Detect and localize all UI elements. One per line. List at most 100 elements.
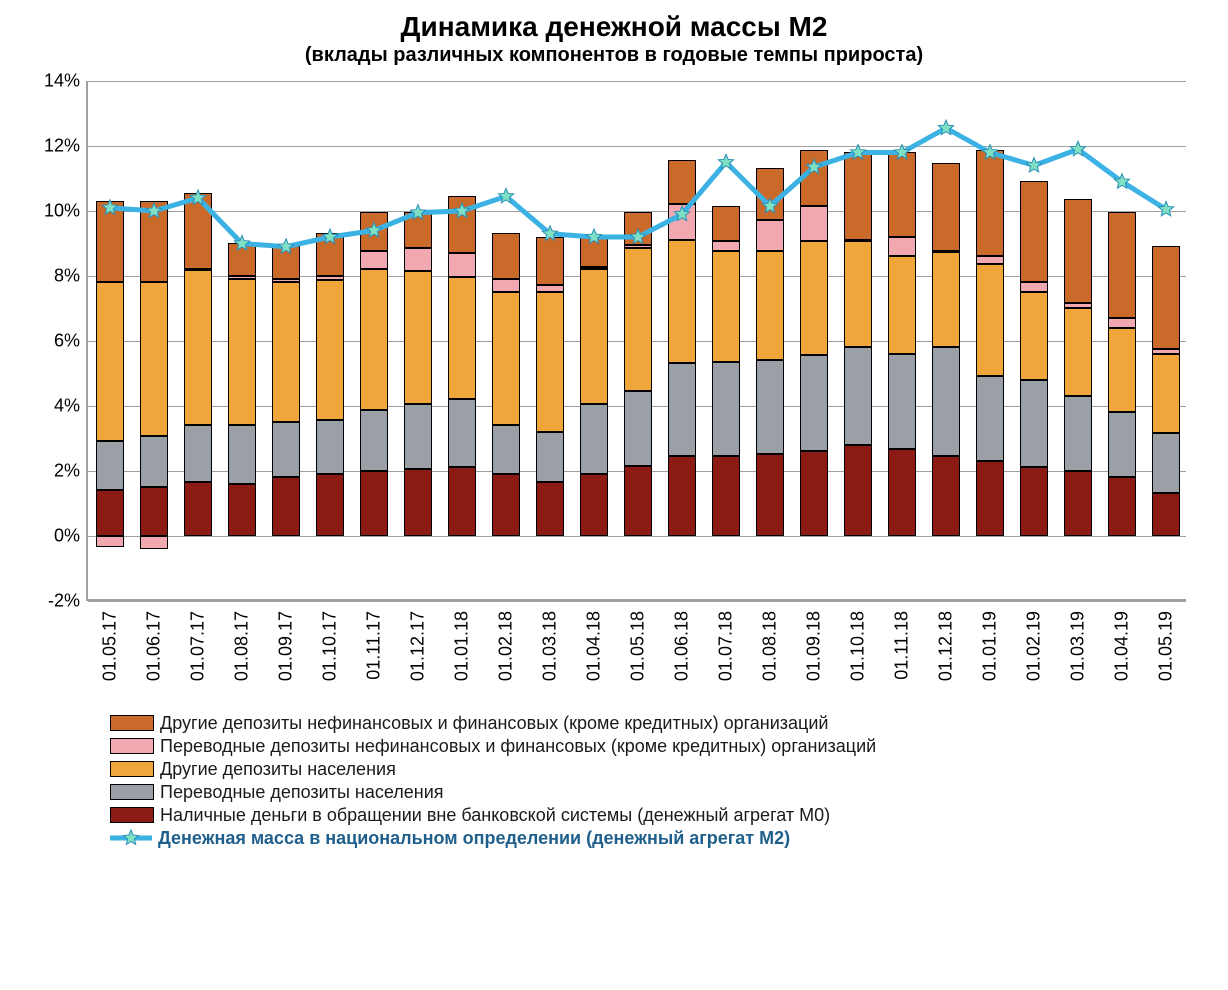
legend-label: Наличные деньги в обращении вне банковск… — [160, 805, 830, 826]
bar-segment — [800, 241, 827, 355]
x-tick-label: 01.07.18 — [716, 611, 737, 681]
bar-segment — [184, 269, 211, 271]
chart-container: Динамика денежной массы М2 (вклады разли… — [0, 0, 1228, 990]
line-marker — [1114, 173, 1129, 187]
x-tick-label: 01.11.18 — [892, 611, 913, 680]
bar-segment — [756, 360, 783, 454]
bar-segment — [580, 404, 607, 474]
bar-segment — [316, 280, 343, 420]
bar-segment — [712, 362, 739, 456]
bar-segment — [756, 220, 783, 251]
line-marker — [1070, 141, 1085, 155]
bar-segment — [492, 292, 519, 425]
bar-segment — [1020, 380, 1047, 468]
line-marker — [498, 188, 513, 202]
bar-segment — [184, 269, 211, 425]
legend-swatch — [110, 807, 154, 823]
bar-segment — [1064, 308, 1091, 396]
bar-segment — [1152, 246, 1179, 348]
bar-segment — [668, 204, 695, 240]
bar-segment — [624, 466, 651, 536]
bar-segment — [668, 240, 695, 364]
bar-segment — [360, 269, 387, 410]
bar-segment — [844, 241, 871, 347]
bar-segment — [1020, 292, 1047, 380]
x-tick-label: 01.01.18 — [452, 611, 473, 681]
bar-segment — [272, 246, 299, 279]
x-tick-label: 01.06.18 — [672, 611, 693, 681]
bar-segment — [360, 471, 387, 536]
bar-segment — [888, 449, 915, 535]
bar-segment — [448, 399, 475, 467]
x-tick-label: 01.07.17 — [188, 611, 209, 681]
bar-segment — [888, 152, 915, 237]
bar-segment — [140, 487, 167, 536]
x-tick-label: 01.01.19 — [980, 611, 1001, 681]
bar-segment — [932, 251, 959, 253]
y-tick-label: 6% — [30, 330, 80, 351]
bar-segment — [1108, 212, 1135, 318]
legend-item: Переводные депозиты нефинансовых и финан… — [110, 736, 1198, 757]
x-axis-labels: 01.05.1701.06.1701.07.1701.08.1701.09.17… — [88, 611, 1186, 711]
line-marker — [1026, 157, 1041, 171]
gridline — [88, 81, 1186, 82]
legend-label: Переводные депозиты населения — [160, 782, 444, 803]
x-tick-label: 01.05.18 — [628, 611, 649, 681]
bar-segment — [1064, 303, 1091, 308]
x-tick-label: 01.09.17 — [276, 611, 297, 681]
x-tick-label: 01.04.18 — [584, 611, 605, 681]
legend-item: Другие депозиты нефинансовых и финансовы… — [110, 713, 1198, 734]
bar-segment — [1152, 349, 1179, 354]
y-tick-label: 14% — [30, 70, 80, 91]
bar-segment — [404, 404, 431, 469]
legend-swatch — [110, 829, 152, 847]
y-tick-label: 8% — [30, 265, 80, 286]
x-tick-label: 01.02.19 — [1024, 611, 1045, 681]
bar-segment — [844, 445, 871, 536]
x-tick-label: 01.08.17 — [232, 611, 253, 681]
y-tick-label: 2% — [30, 460, 80, 481]
bar-segment — [756, 251, 783, 360]
legend-label: Другие депозиты населения — [160, 759, 396, 780]
gridline — [88, 601, 1186, 602]
bar-segment — [184, 425, 211, 482]
bar-segment — [668, 456, 695, 536]
bar-segment — [624, 245, 651, 248]
y-tick-label: 12% — [30, 135, 80, 156]
bar-segment — [976, 264, 1003, 376]
bar-segment — [756, 168, 783, 220]
bar-segment — [448, 467, 475, 535]
x-tick-label: 01.04.19 — [1112, 611, 1133, 681]
x-tick-label: 01.05.17 — [100, 611, 121, 681]
legend-label: Другие депозиты нефинансовых и финансовы… — [160, 713, 828, 734]
bar-segment — [228, 276, 255, 279]
bar-segment — [492, 279, 519, 292]
bar-segment — [404, 212, 431, 248]
y-tick-label: 4% — [30, 395, 80, 416]
bar-segment — [800, 150, 827, 205]
bar-segment — [932, 347, 959, 456]
chart-title: Динамика денежной массы М2 — [30, 10, 1198, 44]
bar-segment — [580, 267, 607, 269]
legend-swatch — [110, 738, 154, 754]
y-tick-label: 10% — [30, 200, 80, 221]
bar-segment — [316, 474, 343, 536]
bar-segment — [1020, 181, 1047, 282]
bar-segment — [976, 150, 1003, 256]
bar-segment — [316, 420, 343, 474]
legend-swatch — [110, 761, 154, 777]
bar-segment — [1152, 354, 1179, 434]
x-tick-label: 01.02.18 — [496, 611, 517, 681]
x-tick-label: 01.10.17 — [320, 611, 341, 681]
x-tick-label: 01.03.18 — [540, 611, 561, 681]
x-tick-label: 01.10.18 — [848, 611, 869, 681]
bar-segment — [184, 482, 211, 536]
bar-segment — [404, 469, 431, 536]
bar-segment — [932, 456, 959, 536]
legend-item: Наличные деньги в обращении вне банковск… — [110, 805, 1198, 826]
bar-segment — [888, 354, 915, 450]
bar-segment — [976, 461, 1003, 536]
bar-segment — [624, 391, 651, 466]
bar-segment — [228, 279, 255, 425]
bar-segment — [96, 201, 123, 282]
